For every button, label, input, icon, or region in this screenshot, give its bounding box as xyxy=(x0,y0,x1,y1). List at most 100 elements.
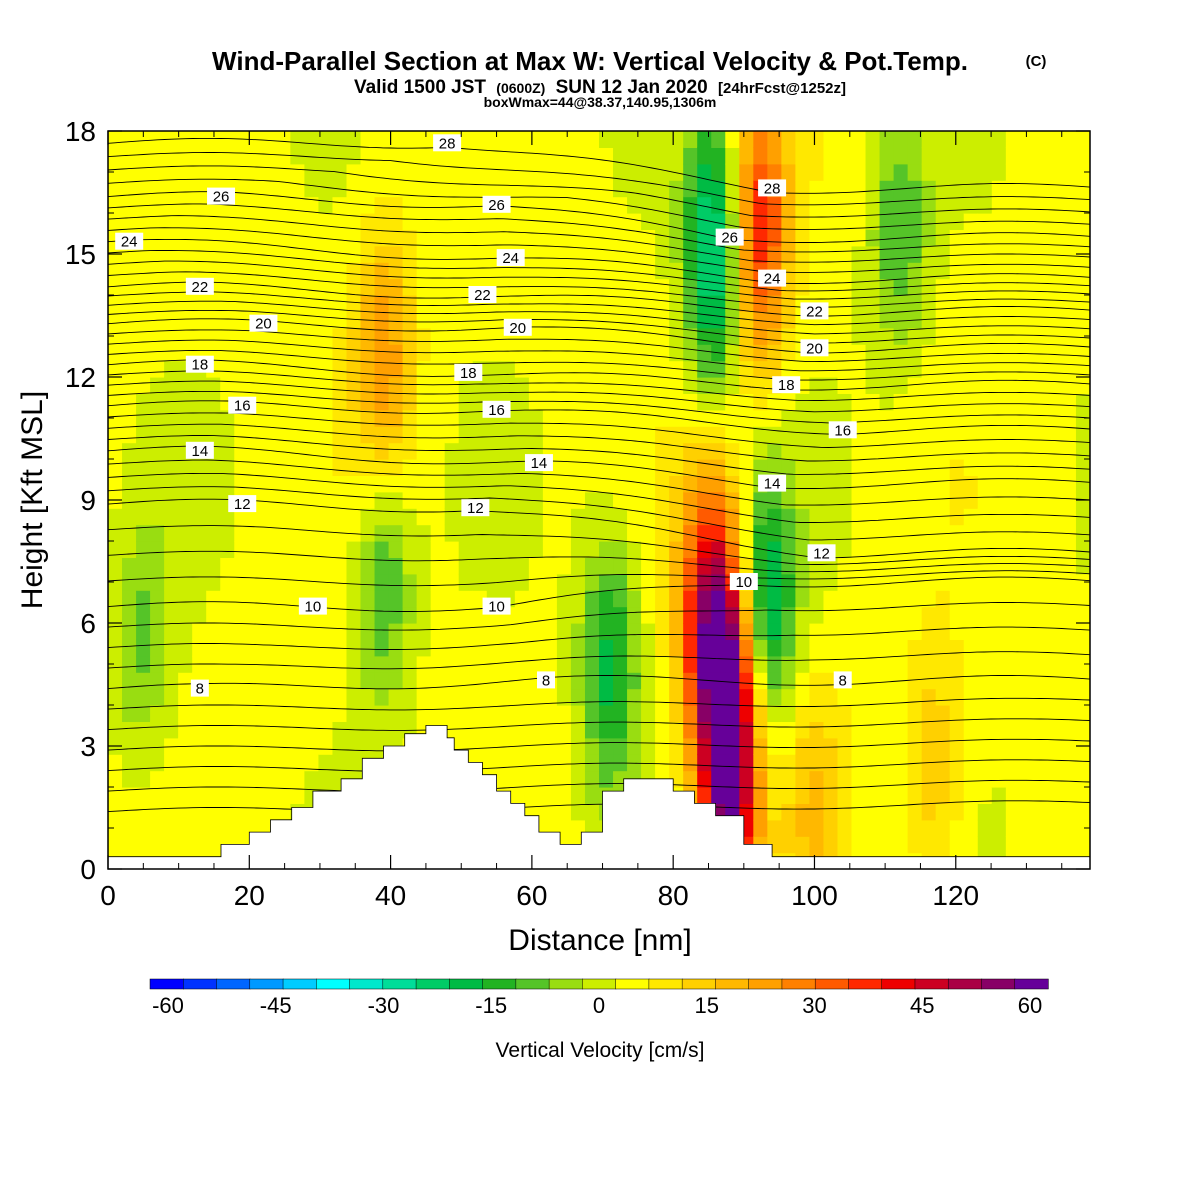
velocity-cell xyxy=(150,721,165,739)
velocity-cell xyxy=(697,426,712,444)
velocity-cell xyxy=(641,655,656,673)
velocity-cell xyxy=(711,787,726,804)
velocity-cell xyxy=(935,688,951,706)
velocity-cell xyxy=(332,623,348,640)
velocity-cell xyxy=(332,655,348,673)
velocity-cell xyxy=(809,639,825,657)
velocity-cell xyxy=(823,787,839,804)
valid-prefix: Valid 1500 JST xyxy=(354,77,486,98)
velocity-cell xyxy=(1047,409,1063,427)
velocity-cell xyxy=(1075,705,1090,722)
velocity-cell xyxy=(430,426,446,444)
isotherm-line xyxy=(108,165,1090,218)
velocity-cell xyxy=(879,163,895,181)
velocity-cell xyxy=(458,705,474,722)
velocity-cell xyxy=(262,803,277,821)
velocity-cell xyxy=(346,262,362,280)
velocity-cell xyxy=(388,606,404,624)
velocity-cell xyxy=(122,639,137,657)
velocity-cell xyxy=(1075,311,1090,329)
velocity-cell xyxy=(122,672,137,690)
velocity-cell xyxy=(178,590,193,608)
velocity-cell xyxy=(613,262,628,280)
velocity-cell xyxy=(388,705,404,722)
velocity-cell xyxy=(977,688,993,706)
colorbar-tick-label: 60 xyxy=(1018,993,1042,1018)
velocity-cell xyxy=(809,721,825,739)
velocity-cell xyxy=(627,262,642,280)
velocity-cell xyxy=(935,278,951,296)
velocity-cell xyxy=(613,623,628,640)
velocity-cell xyxy=(893,147,909,165)
velocity-cell xyxy=(753,508,768,526)
velocity-cell xyxy=(304,573,320,591)
svg-text:8: 8 xyxy=(196,681,204,698)
velocity-cell xyxy=(444,475,460,493)
velocity-cell xyxy=(332,541,348,558)
velocity-cell xyxy=(430,639,446,657)
velocity-cell xyxy=(1075,803,1090,821)
velocity-cell xyxy=(739,426,754,444)
velocity-cell xyxy=(374,606,390,624)
velocity-cell xyxy=(388,147,404,165)
velocity-cell xyxy=(388,573,404,591)
velocity-cell xyxy=(486,491,502,509)
velocity-cell xyxy=(374,524,390,542)
velocity-cell xyxy=(360,606,376,624)
velocity-cell xyxy=(500,131,516,148)
velocity-cell xyxy=(108,131,123,148)
velocity-cell xyxy=(767,590,782,608)
velocity-cell xyxy=(1061,311,1077,329)
velocity-cell xyxy=(781,508,796,526)
velocity-cell xyxy=(472,655,488,673)
velocity-cell xyxy=(122,213,137,230)
velocity-cell xyxy=(332,213,348,230)
velocity-cell xyxy=(262,196,277,214)
velocity-cell xyxy=(556,541,572,558)
velocity-cell xyxy=(1005,721,1021,739)
velocity-cell xyxy=(641,623,656,640)
velocity-cell xyxy=(697,442,712,460)
velocity-cell xyxy=(725,557,740,575)
velocity-cell xyxy=(136,409,151,427)
velocity-cell xyxy=(935,541,951,558)
velocity-cell xyxy=(767,196,782,214)
velocity-cell xyxy=(865,213,881,230)
velocity-cell xyxy=(991,311,1007,329)
isotherm-line xyxy=(108,238,1090,284)
velocity-cell xyxy=(851,655,867,673)
velocity-cell xyxy=(234,590,249,608)
velocity-cell xyxy=(388,639,404,657)
velocity-cell xyxy=(963,295,979,312)
velocity-cell xyxy=(472,737,488,755)
velocity-cell xyxy=(122,311,137,329)
colorbar-swatch xyxy=(947,978,983,990)
velocity-cell xyxy=(1075,623,1090,640)
velocity-cell xyxy=(206,590,221,608)
velocity-cell xyxy=(809,623,825,640)
velocity-cell xyxy=(893,163,909,181)
velocity-cell xyxy=(865,737,881,755)
velocity-cell xyxy=(725,196,740,214)
isotherm-line xyxy=(108,412,1090,448)
velocity-cell xyxy=(108,754,123,772)
isotherm-label: 14 xyxy=(758,474,787,493)
velocity-cell xyxy=(669,672,684,690)
velocity-cell xyxy=(178,819,193,837)
velocity-cell xyxy=(809,245,825,263)
velocity-cell xyxy=(248,295,263,312)
velocity-cell xyxy=(108,459,123,476)
velocity-cell xyxy=(234,278,249,296)
velocity-cell xyxy=(935,245,951,263)
velocity-cell xyxy=(290,524,305,542)
velocity-cell xyxy=(865,409,881,427)
velocity-cell xyxy=(472,442,488,460)
isotherm-label: 12 xyxy=(461,499,490,517)
velocity-cell xyxy=(346,639,362,657)
velocity-cell xyxy=(346,557,362,575)
velocity-cell xyxy=(991,655,1007,673)
velocity-cell xyxy=(514,147,530,165)
velocity-cell xyxy=(304,524,320,542)
velocity-cell xyxy=(795,590,811,608)
colorbar-tick-label: -45 xyxy=(260,993,292,1018)
